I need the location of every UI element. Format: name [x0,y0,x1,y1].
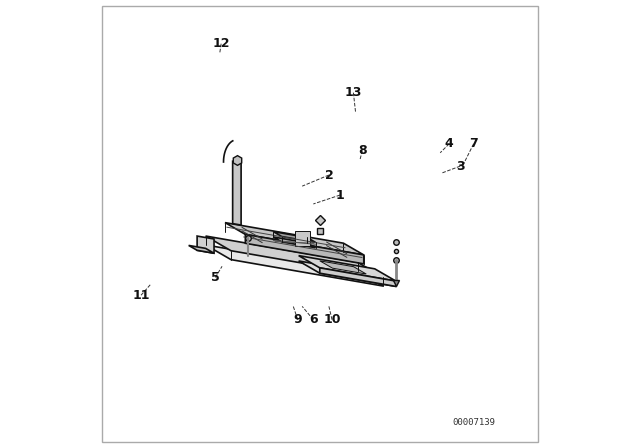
Polygon shape [320,268,396,286]
Text: 11: 11 [132,289,150,302]
Polygon shape [299,261,396,286]
Text: 5: 5 [211,271,220,284]
Text: 12: 12 [212,37,230,50]
Polygon shape [197,236,214,253]
Text: 9: 9 [293,313,302,326]
Text: 3: 3 [456,159,465,172]
Polygon shape [225,223,364,255]
Polygon shape [299,256,396,281]
Polygon shape [245,234,364,264]
Text: 2: 2 [324,168,333,181]
Polygon shape [273,237,316,248]
Text: 1: 1 [335,189,344,202]
Text: 00007139: 00007139 [453,418,496,426]
Polygon shape [233,161,241,225]
Text: 13: 13 [345,86,362,99]
Polygon shape [205,245,383,286]
Polygon shape [189,246,214,253]
Text: 10: 10 [323,313,340,326]
Text: 6: 6 [309,313,317,326]
Polygon shape [205,236,383,277]
Text: 4: 4 [445,138,454,151]
Text: 7: 7 [469,138,478,151]
Polygon shape [273,232,316,242]
Polygon shape [320,261,366,274]
Text: 8: 8 [358,144,367,157]
FancyBboxPatch shape [295,231,310,246]
